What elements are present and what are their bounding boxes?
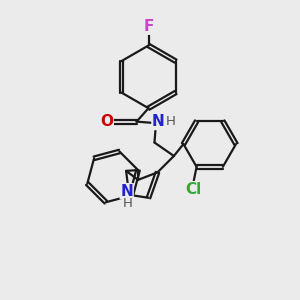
Text: F: F	[143, 19, 154, 34]
Text: N: N	[120, 184, 133, 199]
Text: N: N	[152, 114, 165, 129]
Text: H: H	[123, 197, 133, 210]
Text: H: H	[165, 116, 175, 128]
Text: Cl: Cl	[185, 182, 202, 197]
Text: O: O	[100, 114, 113, 129]
